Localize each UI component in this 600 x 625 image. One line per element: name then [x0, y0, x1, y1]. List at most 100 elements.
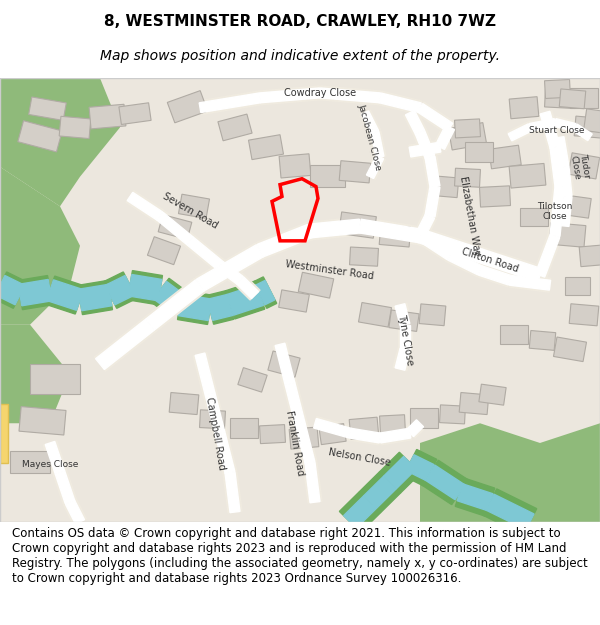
Text: Tilotson
Close: Tilotson Close: [538, 201, 572, 221]
Polygon shape: [45, 276, 85, 314]
Polygon shape: [310, 219, 361, 238]
Polygon shape: [561, 166, 572, 197]
Text: Westminster Road: Westminster Road: [285, 259, 375, 282]
FancyBboxPatch shape: [89, 104, 126, 129]
Polygon shape: [561, 196, 572, 226]
Polygon shape: [529, 119, 556, 131]
Polygon shape: [359, 472, 401, 512]
Polygon shape: [227, 285, 263, 315]
Polygon shape: [559, 166, 574, 197]
FancyBboxPatch shape: [119, 102, 151, 124]
Polygon shape: [319, 86, 380, 105]
Polygon shape: [554, 136, 571, 168]
Polygon shape: [199, 91, 261, 114]
Polygon shape: [255, 281, 275, 305]
FancyBboxPatch shape: [238, 368, 267, 392]
Polygon shape: [508, 124, 532, 141]
Polygon shape: [151, 278, 189, 317]
Polygon shape: [295, 422, 315, 464]
Polygon shape: [436, 125, 454, 149]
Polygon shape: [196, 245, 263, 291]
Polygon shape: [195, 353, 215, 395]
FancyBboxPatch shape: [419, 304, 446, 326]
Polygon shape: [344, 496, 376, 528]
Polygon shape: [425, 156, 440, 188]
Polygon shape: [128, 271, 163, 305]
FancyBboxPatch shape: [339, 161, 371, 183]
FancyBboxPatch shape: [260, 424, 286, 444]
Polygon shape: [193, 352, 217, 396]
Polygon shape: [196, 243, 265, 293]
Polygon shape: [400, 324, 410, 349]
FancyBboxPatch shape: [559, 194, 591, 218]
FancyBboxPatch shape: [310, 165, 345, 187]
FancyBboxPatch shape: [455, 119, 481, 138]
FancyBboxPatch shape: [167, 91, 208, 123]
Polygon shape: [155, 211, 194, 246]
FancyBboxPatch shape: [529, 331, 556, 351]
Polygon shape: [361, 111, 379, 134]
Polygon shape: [417, 104, 453, 131]
Polygon shape: [208, 294, 233, 321]
Polygon shape: [406, 420, 424, 437]
FancyBboxPatch shape: [380, 415, 406, 434]
Polygon shape: [548, 146, 567, 188]
Polygon shape: [413, 130, 436, 159]
Text: Contains OS data © Crown copyright and database right 2021. This information is : Contains OS data © Crown copyright and d…: [12, 527, 588, 585]
Polygon shape: [78, 284, 112, 311]
Text: Mayes Close: Mayes Close: [22, 460, 78, 469]
FancyBboxPatch shape: [278, 290, 310, 312]
FancyBboxPatch shape: [200, 410, 226, 429]
Polygon shape: [395, 304, 410, 326]
Text: Tyne Close: Tyne Close: [395, 313, 415, 366]
FancyBboxPatch shape: [169, 392, 199, 414]
Polygon shape: [65, 500, 85, 524]
Polygon shape: [406, 111, 424, 134]
FancyBboxPatch shape: [289, 427, 319, 449]
FancyBboxPatch shape: [509, 97, 539, 119]
Polygon shape: [77, 281, 112, 314]
Text: Clifton Road: Clifton Road: [460, 247, 520, 274]
Polygon shape: [293, 422, 317, 464]
Polygon shape: [406, 455, 434, 481]
FancyBboxPatch shape: [500, 324, 528, 344]
FancyBboxPatch shape: [459, 392, 489, 414]
Text: Franklin Road: Franklin Road: [284, 409, 305, 476]
Polygon shape: [398, 324, 412, 349]
Polygon shape: [548, 186, 567, 237]
Polygon shape: [508, 122, 533, 142]
Polygon shape: [423, 186, 442, 218]
Polygon shape: [383, 456, 416, 489]
Polygon shape: [420, 423, 600, 522]
FancyBboxPatch shape: [350, 247, 379, 266]
Polygon shape: [215, 432, 235, 474]
Polygon shape: [285, 382, 305, 424]
FancyBboxPatch shape: [509, 164, 546, 188]
FancyBboxPatch shape: [19, 407, 66, 435]
Polygon shape: [18, 279, 52, 306]
FancyBboxPatch shape: [565, 278, 590, 295]
Polygon shape: [379, 452, 421, 493]
Polygon shape: [538, 111, 562, 149]
Polygon shape: [405, 418, 425, 438]
Polygon shape: [478, 264, 512, 287]
Polygon shape: [259, 86, 320, 105]
Polygon shape: [535, 234, 560, 277]
Polygon shape: [364, 476, 397, 508]
Polygon shape: [95, 319, 154, 369]
FancyBboxPatch shape: [218, 114, 252, 141]
Polygon shape: [53, 471, 77, 504]
Polygon shape: [146, 280, 205, 330]
Polygon shape: [550, 146, 565, 188]
FancyBboxPatch shape: [230, 418, 258, 438]
Polygon shape: [313, 417, 352, 440]
FancyBboxPatch shape: [574, 116, 600, 139]
Polygon shape: [423, 156, 442, 188]
Polygon shape: [55, 471, 75, 504]
Polygon shape: [154, 281, 187, 314]
FancyBboxPatch shape: [559, 89, 586, 109]
Text: Stuart Close: Stuart Close: [529, 126, 585, 135]
Polygon shape: [359, 219, 421, 243]
FancyBboxPatch shape: [10, 451, 50, 472]
FancyBboxPatch shape: [579, 244, 600, 267]
